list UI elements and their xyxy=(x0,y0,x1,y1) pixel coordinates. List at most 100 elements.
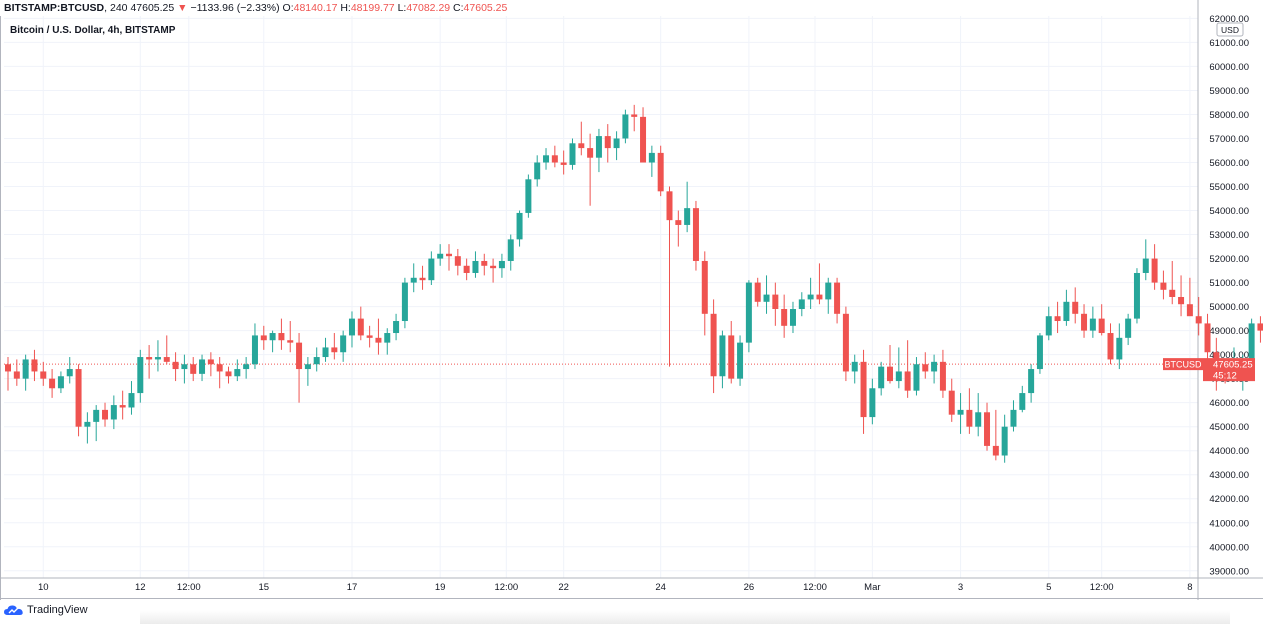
candle xyxy=(348,311,355,348)
symbol-name[interactable]: BITSTAMP:BTCUSD xyxy=(4,2,105,14)
close-value: 47605.25 xyxy=(463,2,508,14)
candle xyxy=(331,333,338,360)
candle xyxy=(181,354,188,384)
candle-body xyxy=(1072,301,1079,314)
open-value: 48140.17 xyxy=(293,2,338,14)
candle xyxy=(234,359,241,382)
candle-body xyxy=(789,309,796,326)
candle xyxy=(1142,239,1149,281)
low-label: L: xyxy=(397,2,407,14)
y-tick-label: 60000.00 xyxy=(1209,62,1249,73)
candle-body xyxy=(922,364,929,372)
candle-body xyxy=(1142,258,1149,273)
candle-body xyxy=(75,369,82,427)
candle-body xyxy=(181,364,188,370)
down-arrow-icon: ▼ xyxy=(177,2,188,14)
x-tick-label: 12:00 xyxy=(494,582,518,593)
candle-body xyxy=(384,333,391,343)
interval[interactable]: 240 xyxy=(109,2,128,14)
x-tick-label: 24 xyxy=(655,582,666,593)
candle xyxy=(772,282,779,326)
y-tick-label: 40000.00 xyxy=(1209,542,1249,553)
candle-body xyxy=(287,340,294,343)
candle-body xyxy=(1178,297,1185,305)
candle-body xyxy=(1169,289,1176,297)
candle xyxy=(666,186,673,367)
candle xyxy=(984,402,991,451)
y-tick-label: 44000.00 xyxy=(1209,446,1249,457)
candle xyxy=(375,318,382,355)
candle-body xyxy=(428,258,435,281)
candle xyxy=(463,258,470,281)
candle-body xyxy=(1107,333,1114,360)
price-tag-value: 47605.25 xyxy=(1213,360,1253,371)
candle xyxy=(31,349,38,382)
candle xyxy=(199,354,206,382)
symbol-tag xyxy=(1163,358,1203,371)
cloud-icon xyxy=(4,605,23,615)
currency-badge-text: USD xyxy=(1221,25,1239,35)
candle-body xyxy=(560,162,567,165)
candle xyxy=(1019,385,1026,413)
x-tick-label: 26 xyxy=(744,582,755,593)
candle-body xyxy=(331,347,338,353)
symbol-tag-text: BTCUSD xyxy=(1164,360,1202,370)
y-tick-label: 56000.00 xyxy=(1209,158,1249,169)
candle xyxy=(560,150,567,175)
candle-body xyxy=(710,313,717,377)
candle-body xyxy=(684,208,691,225)
candle-body xyxy=(595,136,602,158)
candle-body xyxy=(13,371,20,379)
y-tick-label: 52000.00 xyxy=(1209,254,1249,265)
x-tick-label: 5 xyxy=(1046,582,1051,593)
candle xyxy=(701,251,708,336)
candle-body xyxy=(296,342,303,370)
candle xyxy=(428,251,435,285)
candle xyxy=(40,361,47,386)
candle xyxy=(49,369,56,398)
candle-body xyxy=(1001,426,1008,456)
candle-body xyxy=(366,335,373,338)
candle-body xyxy=(102,409,109,420)
x-tick-label: Mar xyxy=(864,582,880,593)
candlestick-chart[interactable]: 62000.00 61000.00 60000.00 59000.00 58000.00… xyxy=(0,0,1263,600)
candle xyxy=(745,280,752,353)
x-tick-label: 22 xyxy=(558,582,569,593)
candle xyxy=(587,133,594,206)
candle-body xyxy=(304,364,311,370)
candle-body xyxy=(481,260,488,266)
candle-body xyxy=(49,378,56,389)
footer: TradingView xyxy=(0,600,1263,624)
candle-body xyxy=(1257,323,1263,331)
candle xyxy=(410,263,417,293)
y-tick-label: 51000.00 xyxy=(1209,278,1249,289)
candle xyxy=(490,258,497,283)
tradingview-logo[interactable]: TradingView xyxy=(4,604,88,616)
candle-body xyxy=(66,369,73,377)
x-tick-label: 12:00 xyxy=(177,582,201,593)
candle-body xyxy=(1186,304,1193,317)
y-tick-label: 45000.00 xyxy=(1209,422,1249,433)
candle xyxy=(93,405,100,442)
candle-body xyxy=(887,366,893,382)
x-tick-label: 15 xyxy=(258,582,269,593)
candle xyxy=(66,357,73,384)
candle-body xyxy=(1045,316,1052,336)
candle xyxy=(1133,268,1140,324)
candle-body xyxy=(878,366,885,389)
candle xyxy=(957,393,964,434)
candle-body xyxy=(957,409,964,415)
candle xyxy=(401,277,408,329)
chart-area[interactable]: 62000.00 61000.00 60000.00 59000.00 58000.00… xyxy=(0,0,1263,600)
candle xyxy=(1081,304,1088,338)
candle-body xyxy=(40,371,47,379)
candle xyxy=(789,301,796,334)
candle-body xyxy=(1063,301,1070,322)
candle-body xyxy=(992,445,999,456)
candle-body xyxy=(834,282,841,314)
candle xyxy=(966,388,973,434)
candle xyxy=(534,155,541,187)
candle-body xyxy=(569,143,576,165)
candle xyxy=(5,357,11,391)
candle-body xyxy=(1081,313,1088,331)
